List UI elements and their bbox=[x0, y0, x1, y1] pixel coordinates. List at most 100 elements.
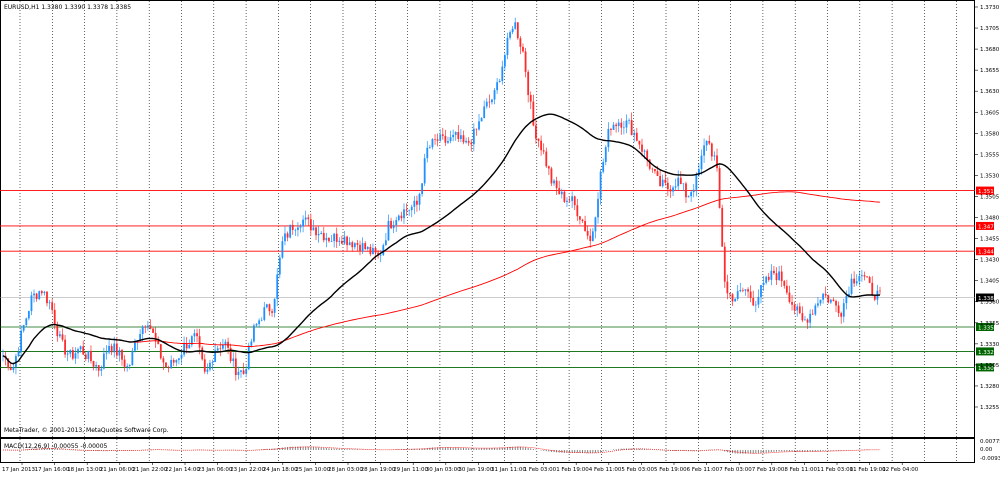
candle-body bbox=[170, 360, 173, 369]
candle-body bbox=[294, 229, 297, 231]
candle-body bbox=[312, 227, 315, 231]
candle-body bbox=[610, 128, 612, 130]
price-tick-label: 1.3455 bbox=[980, 237, 1000, 243]
candle-body bbox=[421, 183, 423, 195]
price-tick-label: 1.3305 bbox=[980, 363, 1000, 369]
candle-body bbox=[633, 132, 636, 136]
candle-body bbox=[710, 143, 713, 157]
candle-body bbox=[71, 350, 74, 359]
candle-body bbox=[157, 341, 160, 345]
candle-body bbox=[698, 169, 700, 175]
candle-body bbox=[788, 292, 791, 303]
candle-body bbox=[855, 281, 858, 284]
candle-body bbox=[379, 254, 382, 256]
candle-body bbox=[9, 368, 12, 370]
candle-body bbox=[553, 180, 555, 184]
time-tick-label: 17 Jan 16:00 bbox=[35, 467, 70, 473]
candle-body bbox=[113, 343, 116, 353]
candle-body bbox=[382, 245, 385, 255]
candle-body bbox=[351, 242, 354, 248]
time-tick-label: 17 Jan 2013 bbox=[2, 467, 35, 473]
candle-body bbox=[729, 293, 731, 295]
price-tick-label: 1.3505 bbox=[980, 194, 1000, 200]
candle-body bbox=[832, 299, 835, 301]
candle-body bbox=[364, 243, 367, 250]
candle-body bbox=[372, 248, 374, 255]
candle-body bbox=[444, 135, 447, 143]
candle-body bbox=[59, 334, 61, 337]
candle-body bbox=[594, 217, 597, 232]
candle-body bbox=[638, 140, 641, 145]
candle-body bbox=[467, 140, 470, 143]
candle-body bbox=[607, 128, 610, 148]
candle-body bbox=[237, 371, 240, 376]
candle-body bbox=[480, 118, 483, 122]
candle-body bbox=[198, 336, 201, 348]
candle-body bbox=[263, 307, 266, 320]
candle-body bbox=[503, 55, 506, 67]
candle-body bbox=[15, 356, 17, 368]
candle-body bbox=[46, 291, 48, 304]
candle-body bbox=[139, 334, 142, 341]
candle-body bbox=[848, 293, 850, 296]
candle-body bbox=[721, 207, 724, 247]
candle-body bbox=[206, 369, 209, 372]
price-tick-label: 1.3555 bbox=[980, 152, 1000, 158]
candle-body bbox=[64, 339, 66, 355]
time-tick-label: 5 Feb 19:00 bbox=[654, 467, 687, 473]
candle-body bbox=[796, 306, 799, 311]
candle-body bbox=[687, 196, 690, 198]
candle-body bbox=[118, 349, 121, 356]
time-tick-label: 6 Feb 11:00 bbox=[687, 467, 720, 473]
price-tick-label: 1.3330 bbox=[980, 342, 1000, 348]
candle-body bbox=[33, 293, 35, 296]
candle-body bbox=[374, 248, 377, 253]
candle-body bbox=[242, 370, 245, 374]
candle-body bbox=[245, 369, 248, 374]
time-tick-label: 28 Jan 19:00 bbox=[361, 467, 396, 473]
candle-body bbox=[384, 240, 387, 246]
candle-body bbox=[783, 281, 786, 286]
candle-body bbox=[128, 365, 131, 366]
time-tick-label: 23 Jan 22:00 bbox=[230, 467, 265, 473]
time-tick-label: 1 Feb 03:00 bbox=[524, 467, 557, 473]
candle-body bbox=[77, 349, 79, 354]
candle-body bbox=[418, 194, 421, 205]
candle-body bbox=[320, 232, 323, 234]
candle-body bbox=[491, 99, 493, 103]
candle-body bbox=[739, 290, 742, 292]
level-tag-bg bbox=[976, 247, 994, 256]
candle-body bbox=[506, 37, 509, 56]
time-tick-label: 12 Feb 04:00 bbox=[882, 467, 919, 473]
candle-body bbox=[586, 230, 589, 236]
candle-body bbox=[685, 183, 687, 198]
price-axis: 1.3512 1.3470 1.3440 1.3350 1.3321 1.3302 1.37… bbox=[975, 5, 1000, 462]
candle-body bbox=[121, 349, 123, 360]
candle-body bbox=[348, 242, 351, 246]
candle-body bbox=[291, 224, 294, 230]
candle-body bbox=[408, 210, 411, 211]
price-tick-label: 1.3430 bbox=[980, 258, 1000, 264]
candle-body bbox=[845, 295, 848, 304]
candle-body bbox=[602, 162, 605, 172]
candle-body bbox=[773, 270, 775, 274]
candle-body bbox=[674, 186, 677, 188]
candle-body bbox=[519, 38, 522, 47]
candle-body bbox=[154, 332, 157, 342]
candle-body bbox=[27, 311, 30, 319]
candle-body bbox=[597, 198, 599, 218]
time-tick-label: 28 Jan 03:00 bbox=[328, 467, 363, 473]
level-tag-label: 1.3302 bbox=[978, 366, 997, 372]
candle-body bbox=[692, 189, 695, 193]
candle-body bbox=[483, 106, 486, 119]
price-tick-label: 1.3530 bbox=[980, 173, 1000, 179]
candle-body bbox=[338, 240, 341, 242]
candle-body bbox=[115, 343, 118, 356]
candle-body bbox=[328, 237, 330, 242]
candle-body bbox=[340, 240, 343, 244]
candle-body bbox=[666, 182, 669, 190]
candle-body bbox=[752, 297, 755, 306]
time-tick-label: 23 Jan 06:00 bbox=[198, 467, 233, 473]
candle-body bbox=[307, 217, 310, 220]
